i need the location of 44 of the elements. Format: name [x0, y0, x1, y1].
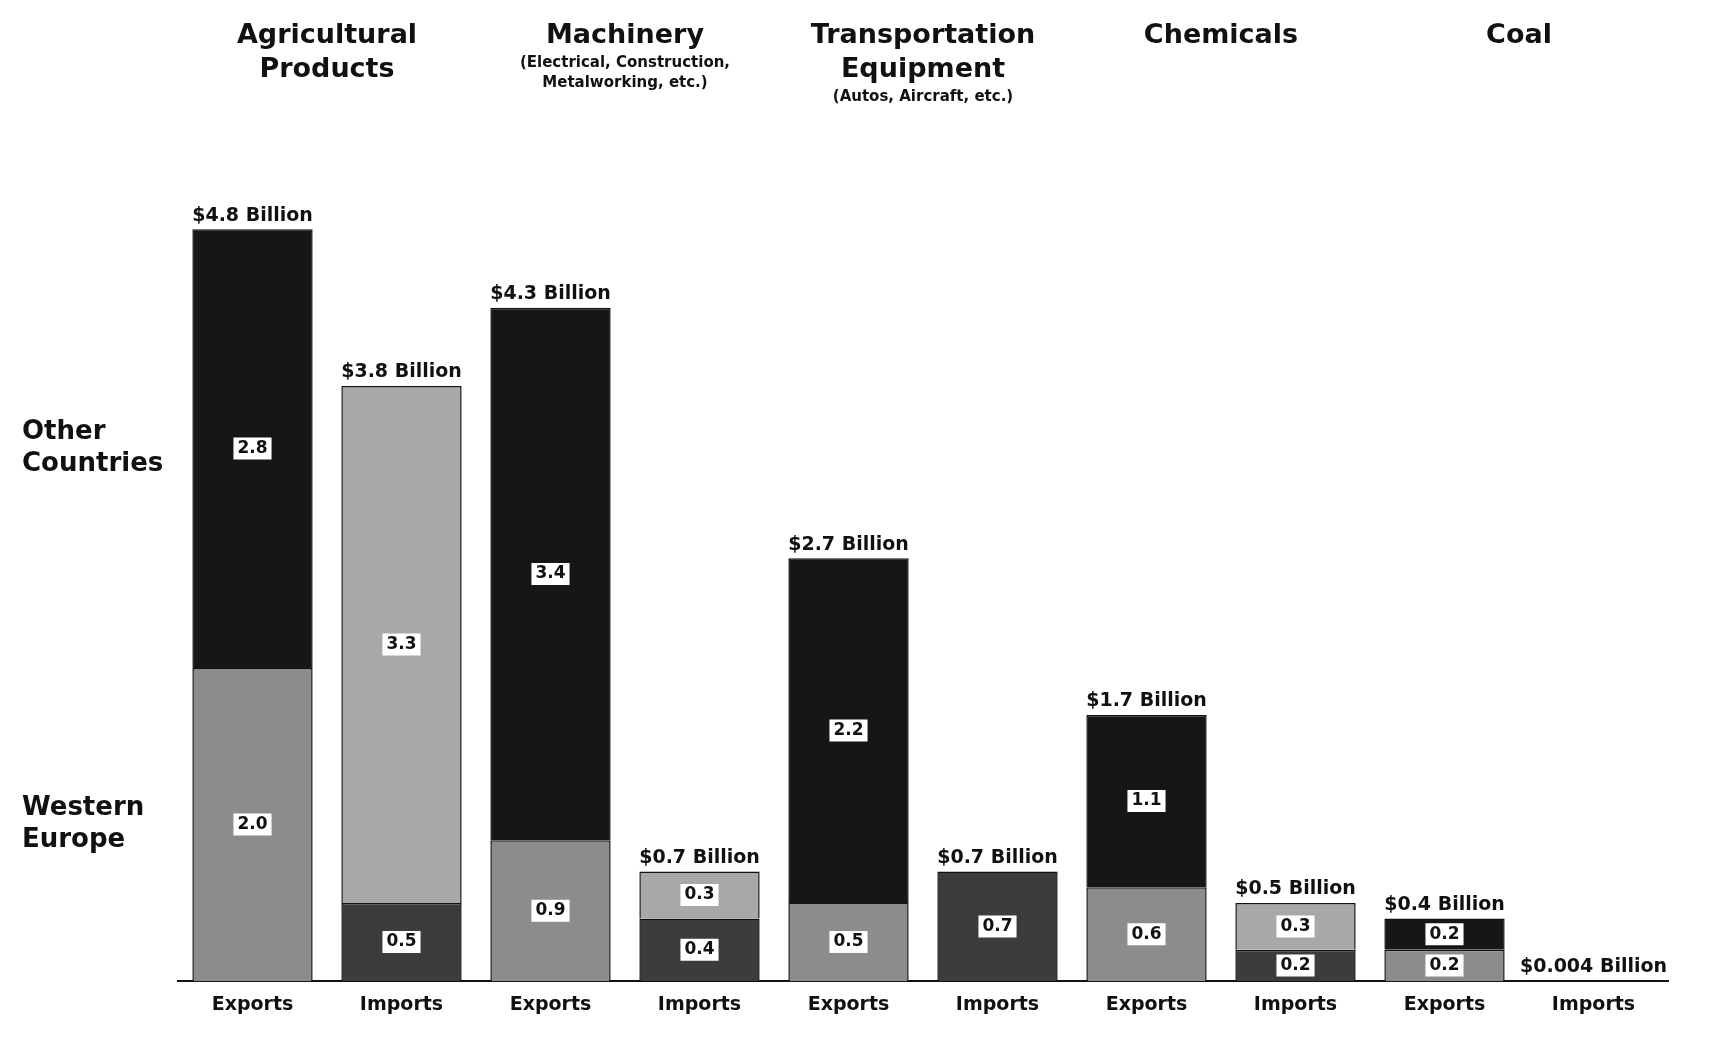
data-label: 0.2: [1280, 953, 1311, 974]
total-label: $0.4 Billion: [1384, 891, 1505, 914]
x-tick-label: Imports: [1551, 991, 1636, 1014]
x-tick-label: Exports: [211, 991, 294, 1014]
total-label: $0.5 Billion: [1235, 876, 1356, 899]
text: Agricultural Products: [236, 17, 418, 83]
total-label: $0.004 Billion: [1519, 954, 1668, 977]
data-label: 0.5: [386, 930, 417, 951]
data-label: 3.4: [535, 562, 566, 583]
total-label: $0.7 Billion: [937, 844, 1058, 867]
total-label: $1.7 Billion: [1086, 688, 1207, 711]
total-label: $0.7 Billion: [639, 844, 760, 867]
data-label: 0.4: [684, 938, 715, 959]
total-label: $2.7 Billion: [788, 531, 909, 554]
data-label: 0.2: [1429, 953, 1460, 974]
data-label: 0.2: [1429, 922, 1460, 943]
x-tick-label: Imports: [657, 991, 742, 1014]
total-label: $4.8 Billion: [192, 202, 313, 225]
text: Chemicals: [1143, 17, 1299, 49]
data-label: 0.9: [535, 899, 566, 920]
data-label: 2.8: [237, 437, 268, 458]
text: Transportation Equipment (Autos, Aircraft, etc.): [810, 17, 1036, 106]
x-tick-label: Exports: [509, 991, 592, 1014]
series-label: Other Countries: [22, 415, 164, 478]
total-label: $3.8 Billion: [341, 359, 462, 382]
data-label: 2.2: [833, 719, 864, 739]
data-label: 2.0: [237, 812, 268, 833]
data-label: 0.6: [1131, 922, 1162, 943]
text: Machinery (Electrical, Construction, Metalworking, etc.): [519, 17, 731, 92]
data-label: 3.3: [386, 632, 417, 653]
x-tick-label: Exports: [1403, 991, 1486, 1014]
data-label: 0.7: [982, 914, 1013, 935]
data-label: 1.1: [1131, 789, 1162, 810]
data-label: 0.3: [1280, 914, 1311, 935]
x-tick-label: Exports: [1105, 991, 1188, 1014]
series-label: Western Europe: [22, 791, 145, 854]
data-label: 0.3: [684, 883, 715, 904]
x-tick-label: Exports: [807, 991, 890, 1014]
total-label: $4.3 Billion: [490, 281, 611, 304]
x-tick-label: Imports: [359, 991, 444, 1014]
x-tick-label: Imports: [955, 991, 1040, 1014]
text: Coal: [1486, 17, 1552, 49]
data-label: 0.5: [833, 930, 864, 951]
x-tick-label: Imports: [1253, 991, 1338, 1014]
